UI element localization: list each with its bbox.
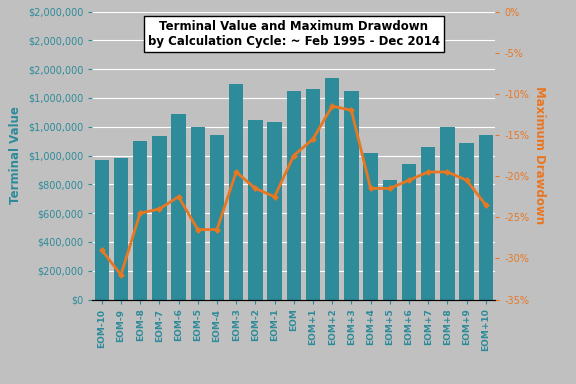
- Bar: [440, 127, 454, 300]
- Text: Terminal Value and Maximum Drawdown
by Calculation Cycle: ~ Feb 1995 - Dec 2014: Terminal Value and Maximum Drawdown by C…: [147, 20, 440, 48]
- Bar: [287, 91, 301, 300]
- Bar: [402, 164, 416, 300]
- Bar: [152, 136, 166, 300]
- Bar: [421, 147, 435, 300]
- Bar: [210, 136, 224, 300]
- Bar: [133, 141, 147, 300]
- Bar: [191, 127, 205, 300]
- Bar: [479, 136, 493, 300]
- Bar: [172, 114, 185, 300]
- Bar: [306, 89, 320, 300]
- Bar: [229, 84, 243, 300]
- Bar: [94, 160, 109, 300]
- Bar: [382, 180, 397, 300]
- Bar: [325, 78, 339, 300]
- Bar: [344, 91, 358, 300]
- Bar: [363, 153, 378, 300]
- Bar: [113, 159, 128, 300]
- Y-axis label: Maximum Drawdown: Maximum Drawdown: [533, 86, 546, 225]
- Y-axis label: Terminal Value: Terminal Value: [9, 107, 22, 204]
- Bar: [460, 142, 473, 300]
- Bar: [267, 122, 282, 300]
- Bar: [248, 119, 263, 300]
